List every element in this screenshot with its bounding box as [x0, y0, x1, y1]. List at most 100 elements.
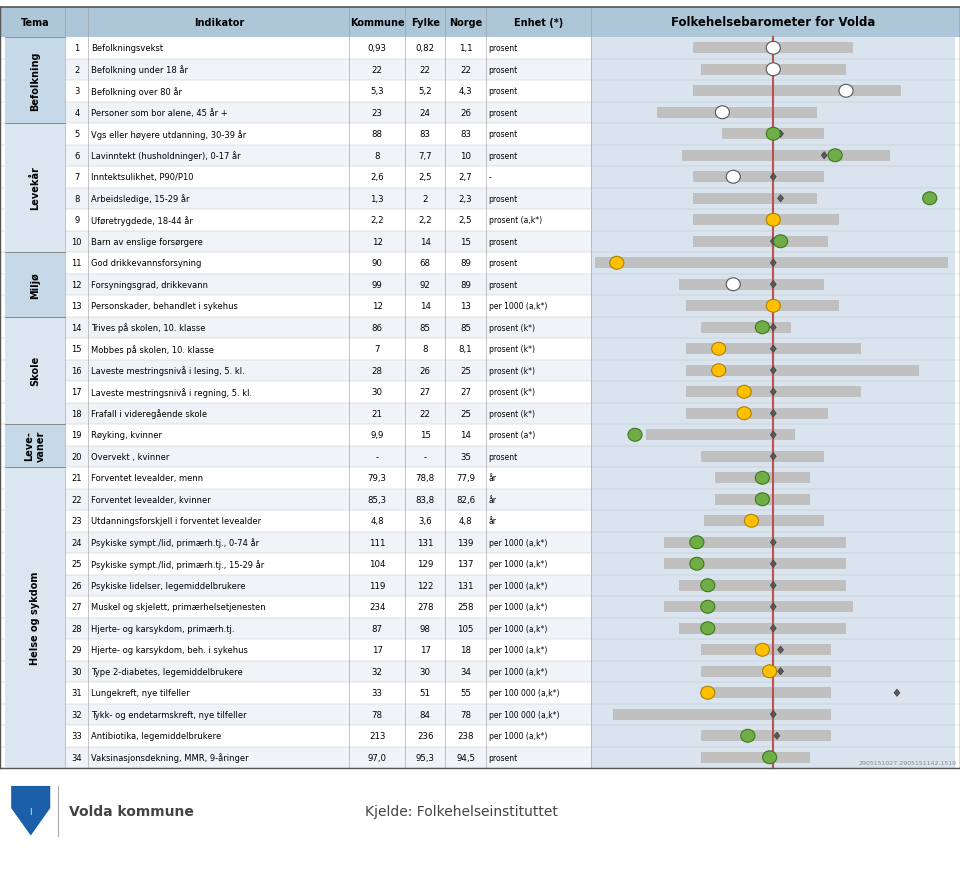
Text: 139: 139 [457, 538, 474, 547]
Text: 82,6: 82,6 [456, 495, 475, 504]
Text: Muskel og skjelett, primærhelsetjenesten: Muskel og skjelett, primærhelsetjenesten [91, 602, 266, 612]
Text: Skole: Skole [30, 356, 40, 386]
Circle shape [610, 257, 624, 270]
Text: 213: 213 [369, 731, 386, 740]
Text: Trives på skolen, 10. klasse: Trives på skolen, 10. klasse [91, 323, 205, 333]
Text: 2,6: 2,6 [371, 173, 384, 182]
Text: 35: 35 [460, 452, 471, 461]
Circle shape [726, 278, 740, 291]
Text: Norge: Norge [449, 18, 482, 28]
Text: 21: 21 [372, 409, 383, 418]
Text: 90: 90 [372, 259, 383, 268]
Text: 31: 31 [71, 688, 83, 697]
Text: 24: 24 [420, 109, 431, 118]
Text: år: år [489, 495, 496, 504]
Text: 236: 236 [417, 731, 434, 740]
Text: 7,7: 7,7 [419, 152, 432, 161]
Text: 10: 10 [72, 237, 82, 247]
Bar [591, 146, 955, 167]
Text: God drikkevannsforsyning: God drikkevannsforsyning [91, 259, 202, 268]
Bar [5, 317, 65, 425]
Circle shape [766, 42, 780, 55]
Text: Barn av enslige forsørgere: Barn av enslige forsørgere [91, 237, 204, 247]
Text: 17: 17 [372, 645, 383, 654]
Text: prosent (k*): prosent (k*) [489, 409, 535, 418]
Bar [591, 618, 955, 639]
Bar [65, 682, 591, 703]
Text: 86: 86 [372, 323, 383, 333]
Bar [701, 451, 825, 462]
Text: Inntektsulikhet, P90/P10: Inntektsulikhet, P90/P10 [91, 173, 194, 182]
Circle shape [766, 214, 780, 227]
Bar [683, 151, 890, 162]
Text: 30: 30 [71, 667, 83, 676]
Bar [65, 489, 591, 510]
Text: -: - [375, 452, 379, 461]
Text: 22: 22 [460, 66, 471, 75]
Bar [65, 81, 591, 103]
Circle shape [701, 687, 715, 700]
Text: 22: 22 [420, 66, 431, 75]
Bar [686, 301, 839, 312]
Text: Psykiske sympt./lid, primærh.tj., 0-74 år: Psykiske sympt./lid, primærh.tj., 0-74 å… [91, 537, 259, 548]
Circle shape [726, 171, 740, 184]
Bar [591, 81, 955, 103]
Circle shape [701, 623, 715, 635]
Text: 5,3: 5,3 [371, 87, 384, 96]
Text: år: år [489, 516, 496, 526]
Bar [65, 746, 591, 768]
Text: 3,6: 3,6 [419, 516, 432, 526]
Text: 32: 32 [71, 710, 83, 719]
Bar [591, 253, 955, 274]
Text: Indikator: Indikator [194, 18, 244, 28]
Bar [591, 274, 955, 296]
Text: prosent: prosent [489, 195, 517, 204]
Bar [701, 644, 831, 655]
Bar [591, 661, 955, 682]
Text: prosent: prosent [489, 152, 517, 161]
Text: 137: 137 [457, 559, 474, 569]
Text: 1: 1 [74, 44, 80, 54]
Text: 97,0: 97,0 [368, 753, 387, 762]
Text: 95,3: 95,3 [416, 753, 435, 762]
Text: 131: 131 [457, 581, 474, 590]
Polygon shape [774, 732, 780, 739]
Text: 29: 29 [72, 645, 82, 654]
Bar [65, 60, 591, 81]
Bar [65, 553, 591, 575]
Text: 26: 26 [71, 581, 83, 590]
Polygon shape [770, 238, 777, 246]
Text: per 1000 (a,k*): per 1000 (a,k*) [489, 538, 547, 547]
Text: per 100 000 (a,k*): per 100 000 (a,k*) [489, 710, 559, 719]
Text: Helse og sykdom: Helse og sykdom [30, 572, 40, 665]
Text: Psykiske sympt./lid, primærh.tj., 15-29 år: Psykiske sympt./lid, primærh.tj., 15-29 … [91, 559, 264, 569]
Bar [591, 103, 955, 124]
Circle shape [774, 235, 787, 248]
Bar [65, 382, 591, 403]
Text: 84: 84 [420, 710, 431, 719]
Polygon shape [770, 367, 777, 375]
Text: 28: 28 [372, 366, 383, 375]
Bar [591, 703, 955, 725]
Text: 4,3: 4,3 [459, 87, 472, 96]
Text: 92: 92 [420, 280, 431, 290]
Bar [65, 38, 591, 60]
Circle shape [839, 85, 853, 98]
Circle shape [766, 64, 780, 76]
Bar [591, 596, 955, 618]
Bar [701, 730, 831, 741]
Circle shape [711, 343, 726, 356]
Bar [65, 725, 591, 746]
Text: 9: 9 [74, 216, 80, 225]
Polygon shape [770, 560, 777, 568]
Bar [664, 537, 846, 548]
Text: Forventet levealder, kvinner: Forventet levealder, kvinner [91, 495, 211, 504]
Bar [65, 510, 591, 532]
Bar [679, 580, 846, 591]
Bar [65, 425, 591, 446]
Bar [686, 344, 860, 355]
Text: 119: 119 [369, 581, 386, 590]
Polygon shape [770, 324, 777, 332]
Text: prosent (a,k*): prosent (a,k*) [489, 216, 541, 225]
Bar [591, 682, 955, 703]
